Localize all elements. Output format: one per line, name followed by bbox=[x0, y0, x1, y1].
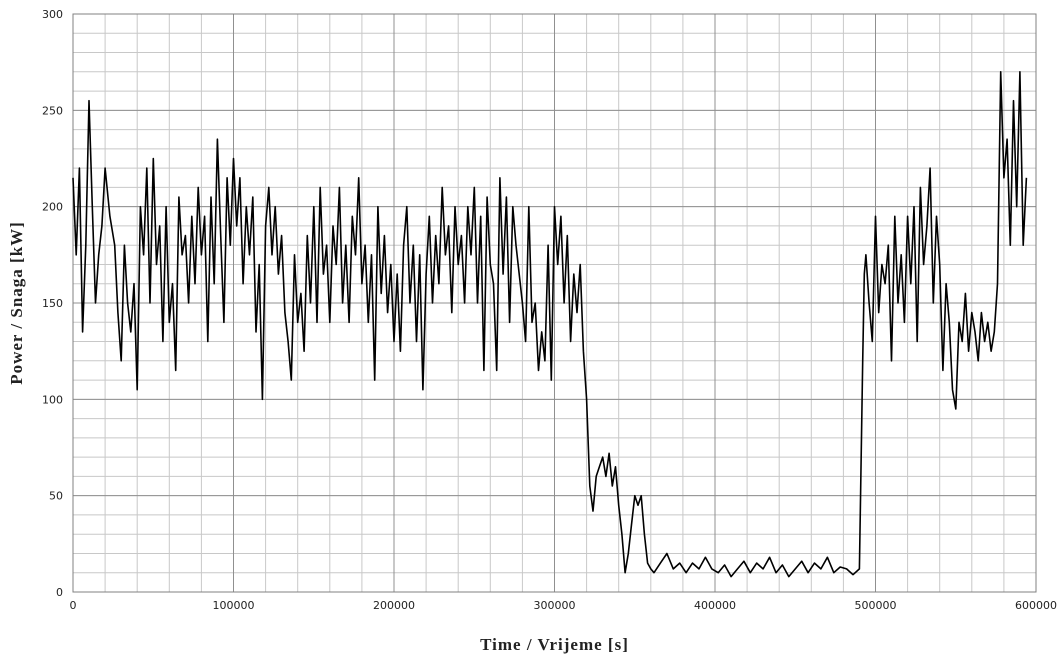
y-tick-label: 0 bbox=[56, 586, 63, 599]
y-tick-label: 250 bbox=[42, 104, 63, 117]
y-tick-label: 200 bbox=[42, 201, 63, 214]
power-series-line bbox=[72, 71, 1028, 578]
y-tick-label: 50 bbox=[49, 490, 63, 503]
x-tick-label: 300000 bbox=[534, 599, 576, 612]
plot-area-frame bbox=[72, 13, 1037, 593]
x-axis-title: Time / Vrijeme [s] bbox=[480, 635, 629, 654]
x-tick-label: 500000 bbox=[855, 599, 897, 612]
y-tick-label: 100 bbox=[42, 393, 63, 406]
x-axis-tick-labels: 0 100000 200000 300000 400000 500000 600000 bbox=[70, 599, 1058, 612]
x-tick-label: 200000 bbox=[373, 599, 415, 612]
x-tick-label: 600000 bbox=[1015, 599, 1057, 612]
y-axis-title: Power / Snaga [kW] bbox=[7, 221, 26, 385]
major-gridlines bbox=[72, 13, 1037, 593]
y-tick-label: 150 bbox=[42, 297, 63, 310]
x-tick-label: 0 bbox=[70, 599, 77, 612]
x-tick-label: 400000 bbox=[694, 599, 736, 612]
x-tick-label: 100000 bbox=[213, 599, 255, 612]
y-axis-tick-labels: 0 50 100 150 200 250 300 bbox=[42, 8, 63, 599]
y-tick-label: 300 bbox=[42, 8, 63, 21]
